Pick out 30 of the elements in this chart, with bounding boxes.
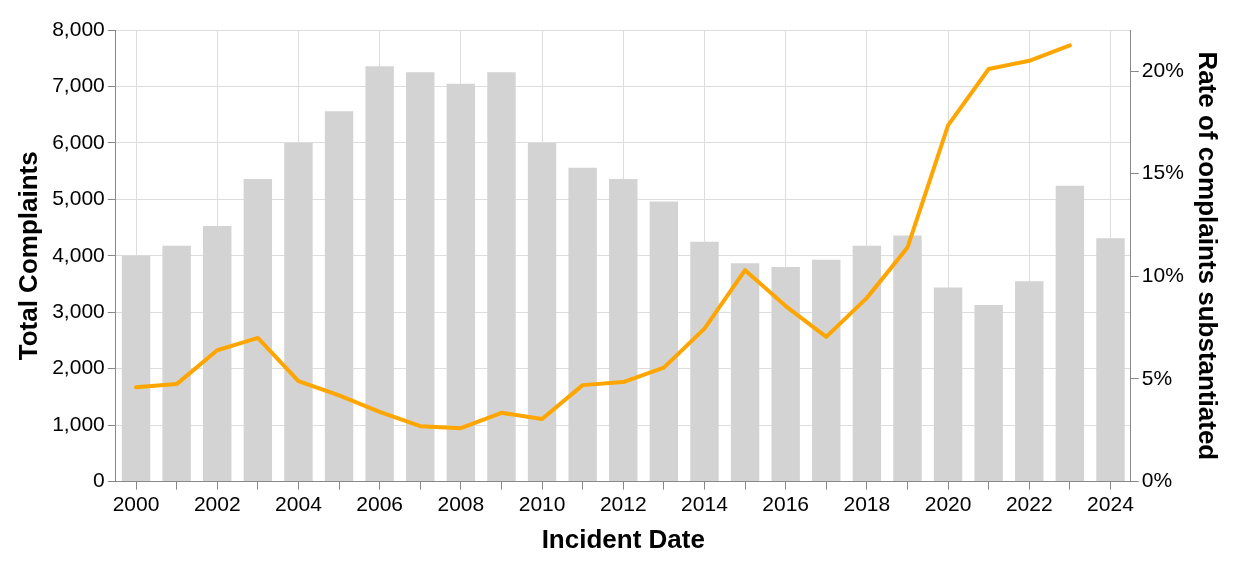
y-tick-label: 8,000 <box>52 16 105 40</box>
x-tick-label: 2016 <box>762 492 810 515</box>
x-tick-label: 2018 <box>843 492 891 515</box>
y-tick-label: 4,000 <box>52 242 105 266</box>
x-axis-title: Incident Date <box>541 523 705 554</box>
x-tick-label: 2024 <box>1087 492 1135 515</box>
y2-tick-label: 5% <box>1141 365 1173 389</box>
y2-axis-title: Rate of complaints substantiated <box>1193 51 1224 461</box>
y-tick-label: 2,000 <box>52 355 105 379</box>
x-tick-label: 2000 <box>112 492 160 515</box>
x-tick-label: 2008 <box>437 492 485 515</box>
x-tick-label: 2004 <box>275 492 323 515</box>
x-tick-label: 2006 <box>356 492 404 515</box>
y-tick-label: 6,000 <box>52 129 105 153</box>
x-tick-label: 2014 <box>681 492 729 515</box>
y-tick-label: 5,000 <box>52 186 105 210</box>
y2-tick-label: 15% <box>1141 160 1184 184</box>
x-tick-label: 2020 <box>924 492 972 515</box>
y-tick-label: 3,000 <box>52 299 105 323</box>
y2-tick-label: 0% <box>1141 468 1173 492</box>
x-tick-label: 2012 <box>599 492 647 515</box>
y2-tick-label: 10% <box>1141 263 1184 287</box>
y-tick-label: 7,000 <box>52 73 105 97</box>
y2-tick-label: 20% <box>1141 57 1184 81</box>
x-tick-label: 2022 <box>1005 492 1053 515</box>
y-tick-label: 1,000 <box>52 411 105 435</box>
y-axis-title: Total Complaints <box>12 151 43 361</box>
x-tick-label: 2010 <box>518 492 566 515</box>
x-tick-label: 2002 <box>193 492 241 515</box>
y-tick-label: 0 <box>93 468 105 492</box>
